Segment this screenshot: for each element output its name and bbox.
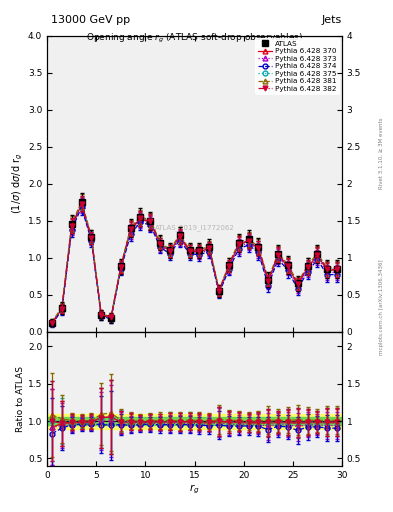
- Y-axis label: Ratio to ATLAS: Ratio to ATLAS: [16, 366, 25, 432]
- Text: ATLAS_2019_I1772062: ATLAS_2019_I1772062: [155, 225, 234, 231]
- Text: Jets: Jets: [321, 15, 342, 25]
- X-axis label: $r_g$: $r_g$: [189, 482, 200, 496]
- Text: 13000 GeV pp: 13000 GeV pp: [51, 15, 130, 25]
- Text: Rivet 3.1.10, ≥ 3M events: Rivet 3.1.10, ≥ 3M events: [379, 118, 384, 189]
- Title: Opening angle $r_g$ (ATLAS soft-drop observables): Opening angle $r_g$ (ATLAS soft-drop obs…: [86, 32, 303, 45]
- Bar: [47, 417, 342, 425]
- Legend: ATLAS, Pythia 6.428 370, Pythia 6.428 373, Pythia 6.428 374, Pythia 6.428 375, P: ATLAS, Pythia 6.428 370, Pythia 6.428 37…: [255, 38, 340, 95]
- Bar: [47, 414, 342, 429]
- Text: mcplots.cern.ch [arXiv:1306.3436]: mcplots.cern.ch [arXiv:1306.3436]: [379, 260, 384, 355]
- Y-axis label: (1/$\sigma$) d$\sigma$/d r$_g$: (1/$\sigma$) d$\sigma$/d r$_g$: [11, 153, 25, 215]
